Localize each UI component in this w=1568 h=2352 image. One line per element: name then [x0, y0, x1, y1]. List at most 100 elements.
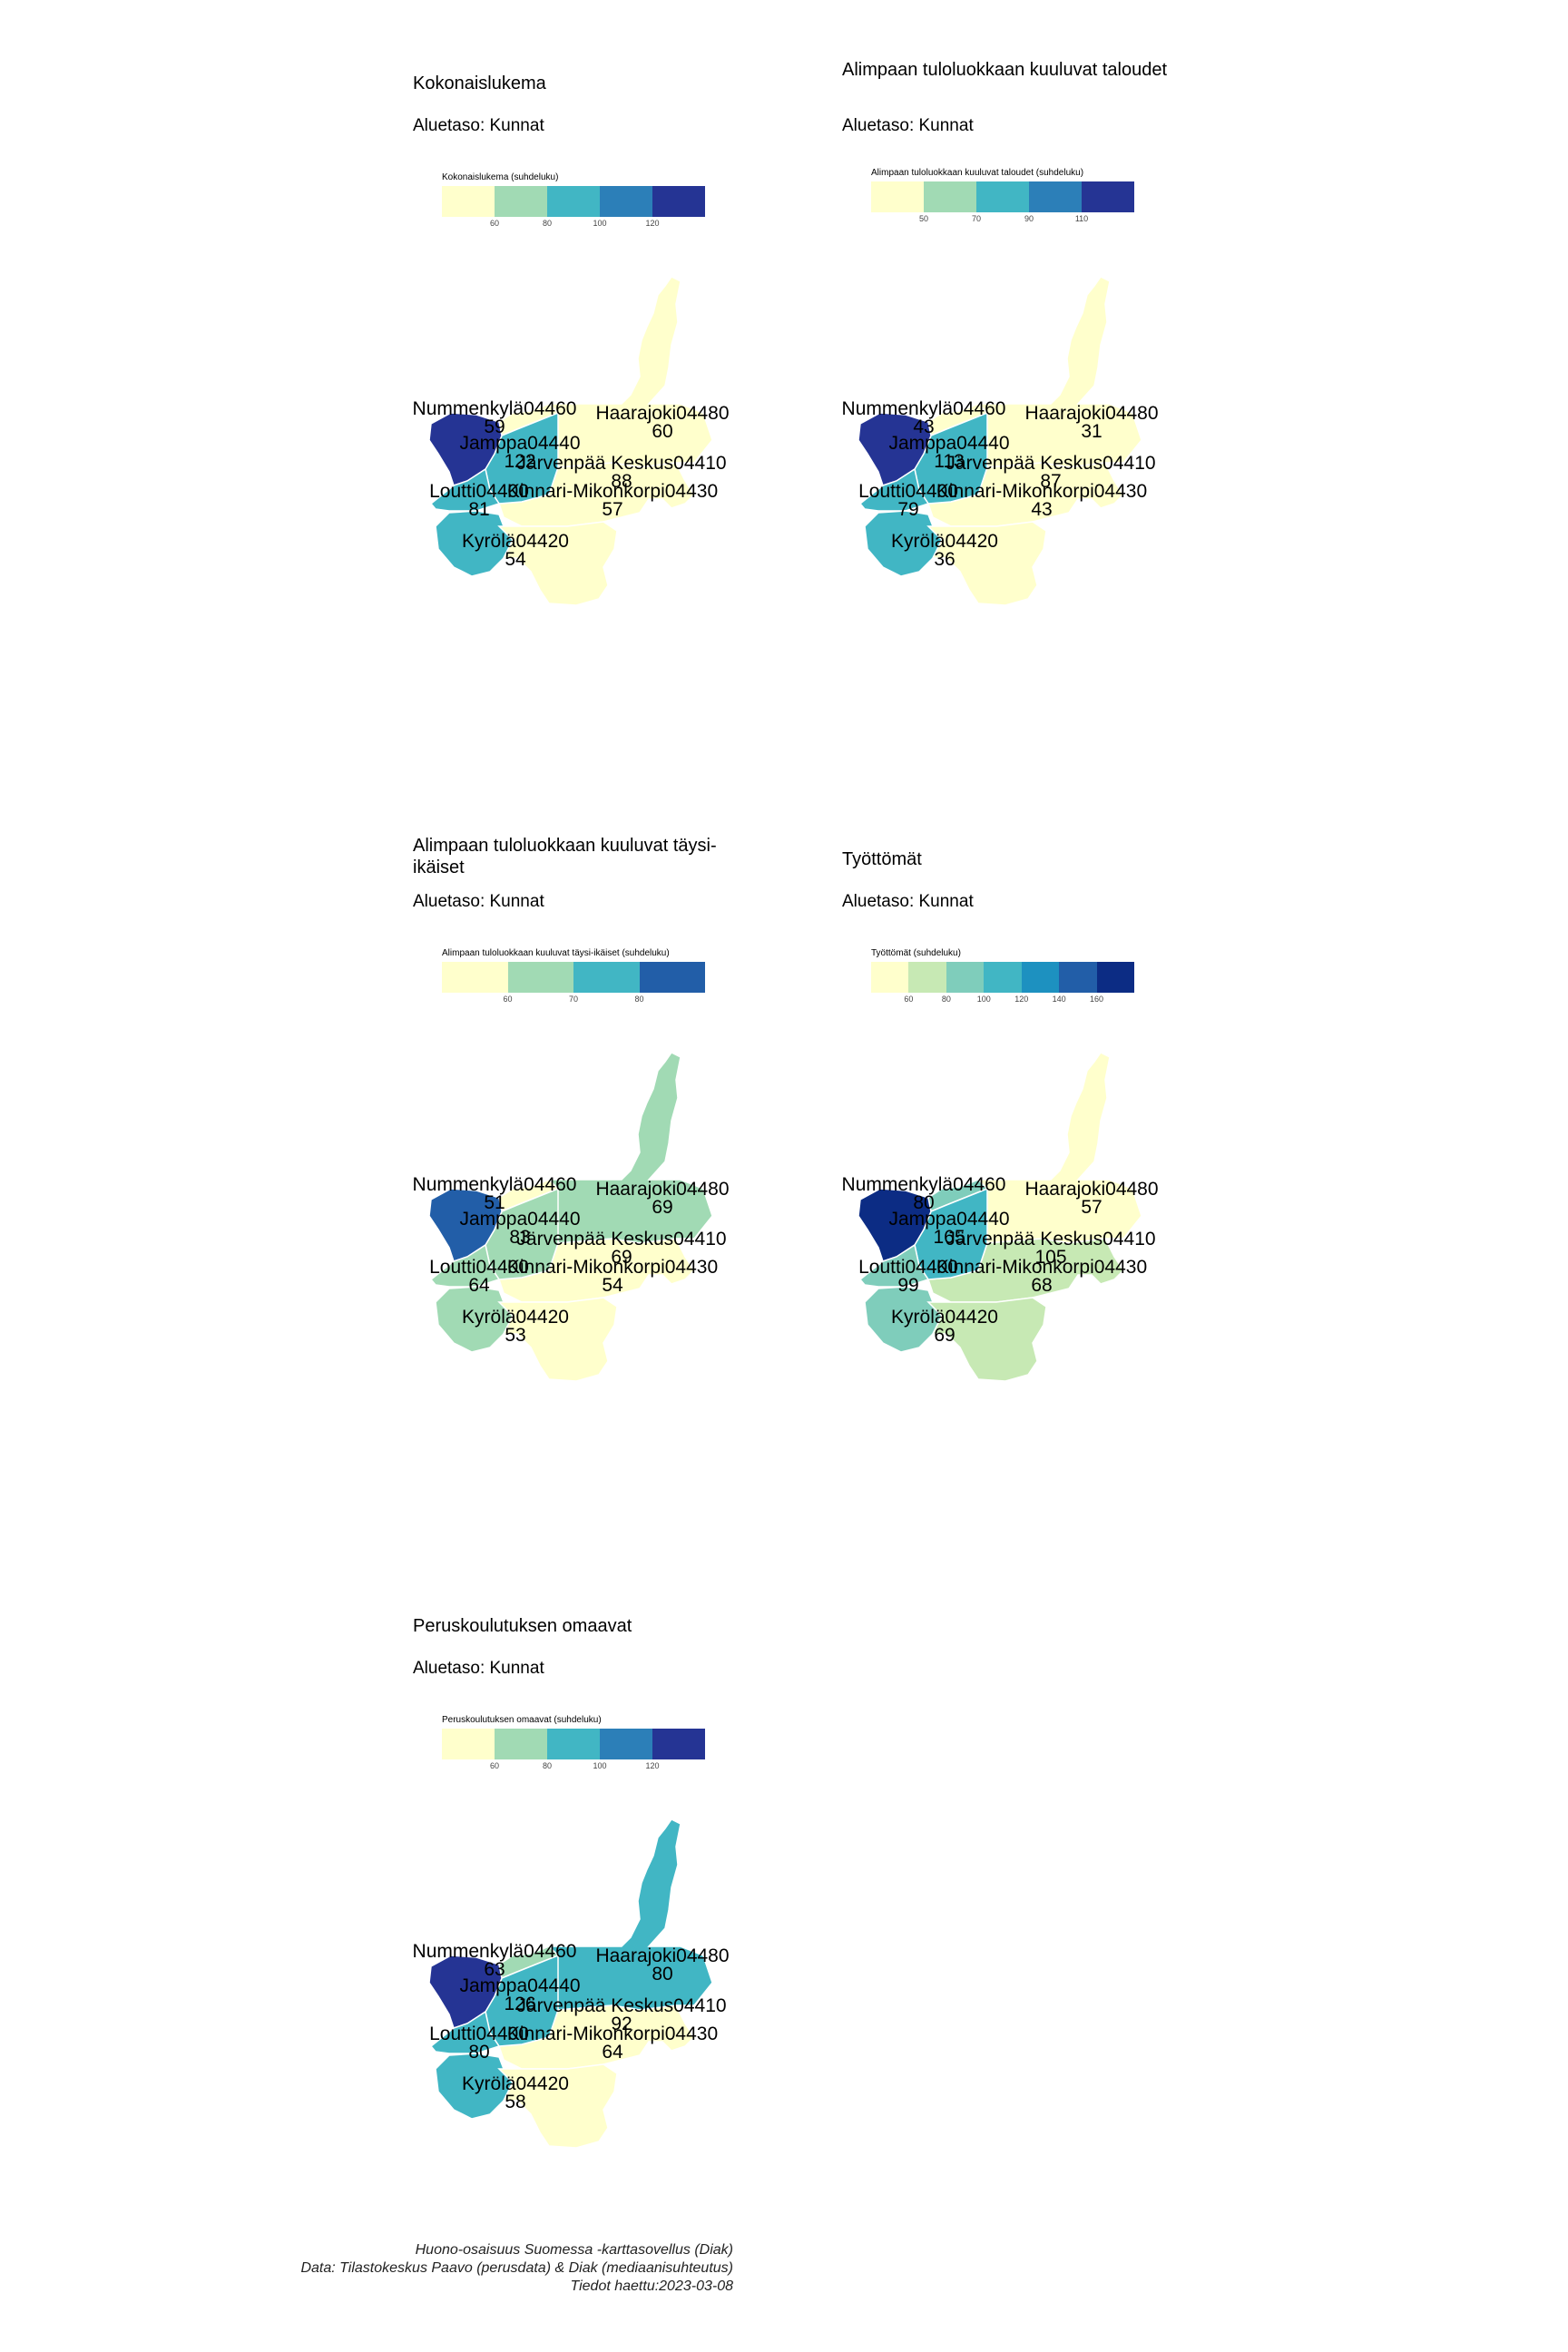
legend-swatch: [600, 186, 652, 217]
region-kinnari-mikonkorpi-south[interactable]: [497, 2063, 618, 2149]
region-label-kyrola: Kyrölä04420: [462, 2073, 569, 2094]
region-value-jamppa: 165: [933, 1227, 965, 1248]
region-kinnari-mikonkorpi-south[interactable]: [926, 521, 1047, 606]
color-legend: Peruskoulutuksen omaavat (suhdeluku) 60 80…: [442, 1715, 705, 1772]
legend-tick-label: 100: [976, 995, 991, 1004]
legend-title: Kokonaislukema (suhdeluku): [442, 172, 559, 182]
region-label-kyrola: Kyrölä04420: [891, 1307, 998, 1328]
region-value-jarvenpaa-keskus: 105: [1034, 1247, 1066, 1268]
legend-swatch: [871, 962, 909, 993]
legend-ticks: 60 80 100 120 140 160: [871, 993, 1134, 1005]
region-value-kinnari-mikonkorpi: 54: [602, 1275, 623, 1296]
map-svg: Nummenkylä0446051Haarajoki0448069Jamppa0…: [413, 1052, 730, 1382]
region-label-nummenkyla: Nummenkylä04460: [413, 398, 577, 419]
region-label-kinnari-mikonkorpi: Kinnari-Mikonkorpi04430: [507, 2024, 718, 2044]
legend-ticks: 60 70 80: [442, 993, 705, 1005]
region-label-jarvenpaa-keskus: Järvenpää Keskus04410: [516, 453, 726, 474]
region-kinnari-mikonkorpi-south[interactable]: [497, 521, 618, 606]
panel-title: Alimpaan tuloluokkaan kuuluvat täysi-ikä…: [413, 836, 717, 877]
region-label-jamppa: Jamppa04440: [459, 1975, 580, 1996]
legend-color-bar: [442, 1729, 705, 1759]
region-label-kinnari-mikonkorpi: Kinnari-Mikonkorpi04430: [936, 481, 1147, 502]
region-value-jarvenpaa-keskus: 87: [1040, 471, 1061, 492]
region-value-haarajoki: 69: [652, 1197, 672, 1218]
region-label-nummenkyla: Nummenkylä04460: [413, 1174, 577, 1195]
legend-swatch: [946, 962, 985, 993]
panel-title: Peruskoulutuksen omaavat: [413, 1616, 632, 1636]
region-loutti[interactable]: [429, 1243, 501, 1288]
region-kinnari-mikonkorpi-south[interactable]: [497, 1297, 618, 1382]
credits-data-source: Data: Tilastokeskus Paavo (perusdata) & …: [300, 2260, 733, 2276]
legend-swatch: [984, 962, 1022, 993]
credits-date: Tiedot haettu:2023-03-08: [570, 2278, 733, 2294]
legend-swatch: [495, 186, 547, 217]
legend-tick-label: 140: [1052, 995, 1066, 1004]
region-value-kyrola: 58: [505, 2092, 525, 2112]
legend-swatch: [1021, 962, 1060, 993]
legend-swatch: [652, 1729, 705, 1759]
region-value-nummenkyla: 43: [913, 416, 934, 437]
panel-title: Kokonaislukema: [413, 74, 546, 93]
color-legend: Alimpaan tuloluokkaan kuuluvat täysi-ikä…: [442, 948, 705, 1005]
legend-swatch: [495, 1729, 547, 1759]
region-label-haarajoki: Haarajoki04480: [595, 1945, 729, 1966]
region-loutti[interactable]: [429, 2010, 501, 2054]
legend-title: Peruskoulutuksen omaavat (suhdeluku): [442, 1715, 602, 1725]
region-kinnari-mikonkorpi-south[interactable]: [926, 1297, 1047, 1382]
map-panel: Peruskoulutuksen omaavat Aluetaso: Kunnat…: [413, 1606, 848, 2314]
region-value-loutti: 80: [468, 2042, 489, 2063]
choropleth-map: Nummenkylä04460 63 Haarajoki04480 80 Jamppa0…: [413, 1818, 730, 2155]
region-value-kyrola: 69: [934, 1325, 955, 1346]
legend-swatch: [976, 181, 1029, 212]
color-legend: Kokonaislukema (suhdeluku) 60 80 100 120: [442, 172, 705, 230]
legend-swatch: [600, 1729, 652, 1759]
legend-swatch: [442, 962, 508, 993]
region-value-jamppa: 122: [504, 451, 535, 472]
region-value-nummenkyla: 51: [484, 1192, 505, 1213]
legend-color-bar: [871, 181, 1134, 212]
region-label-haarajoki: Haarajoki04480: [1024, 403, 1158, 424]
legend-swatch: [639, 962, 705, 993]
region-loutti[interactable]: [858, 467, 930, 512]
legend-ticks: 50 70 90 110: [871, 212, 1134, 225]
region-value-kyrola: 53: [505, 1325, 525, 1346]
region-loutti[interactable]: [858, 1243, 930, 1288]
legend-tick-label: 70: [568, 995, 579, 1004]
region-loutti[interactable]: [429, 467, 501, 512]
legend-swatch: [1096, 962, 1134, 993]
region-label-kinnari-mikonkorpi: Kinnari-Mikonkorpi04430: [507, 1257, 718, 1278]
region-label-jarvenpaa-keskus: Järvenpää Keskus04410: [516, 1995, 726, 2016]
map-panel: Alimpaan tuloluokkaan kuuluvat täysi-ikä…: [413, 836, 848, 1547]
panel-title: Työttömät: [842, 849, 922, 869]
credits: Huono-osaisuus Suomessa -karttasovellus …: [300, 2241, 733, 2296]
region-label-nummenkyla: Nummenkylä04460: [842, 1174, 1006, 1195]
region-value-loutti: 99: [897, 1275, 918, 1296]
region-label-jamppa: Jamppa04440: [888, 433, 1009, 454]
legend-tick-label: 80: [542, 1761, 553, 1770]
panel-title: Alimpaan tuloluokkaan kuuluvat taloudet: [842, 60, 1168, 80]
legend-swatch: [1082, 181, 1134, 212]
map-panel: Alimpaan tuloluokkaan kuuluvat taloudet A…: [842, 60, 1278, 771]
legend-swatch: [1029, 181, 1082, 212]
legend-tick-label: 60: [503, 995, 513, 1004]
map-panel: Työttömät Aluetaso: Kunnat Työttömät (suhd…: [842, 839, 1278, 1547]
choropleth-map: Nummenkylä04460 59 Haarajoki04480 60 Jamppa0…: [413, 276, 730, 612]
choropleth-map: Nummenkylä04460 80 Haarajoki04480 57 Jamppa0…: [842, 1052, 1159, 1388]
legend-swatch: [547, 1729, 600, 1759]
legend-tick-label: 100: [593, 1761, 607, 1770]
region-value-jamppa: 83: [509, 1227, 530, 1248]
legend-title: Alimpaan tuloluokkaan kuuluvat täysi-ikä…: [442, 948, 670, 958]
region-value-haarajoki: 60: [652, 421, 672, 442]
region-value-haarajoki: 31: [1081, 421, 1102, 442]
region-value-haarajoki: 80: [652, 1964, 672, 1984]
choropleth-map: Nummenkylä04460 51 Haarajoki04480 69 Jamppa0…: [413, 1052, 730, 1388]
region-value-kyrola: 36: [934, 549, 955, 570]
region-value-haarajoki: 57: [1081, 1197, 1102, 1218]
region-value-loutti: 64: [468, 1275, 490, 1296]
region-label-jamppa: Jamppa04440: [459, 1209, 580, 1230]
legend-swatch: [442, 186, 495, 217]
region-label-jarvenpaa-keskus: Järvenpää Keskus04410: [946, 1229, 1155, 1250]
region-value-jarvenpaa-keskus: 92: [611, 2014, 632, 2034]
panel-subtitle: Aluetaso: Kunnat: [413, 116, 544, 135]
legend-tick-label: 60: [489, 1761, 500, 1770]
